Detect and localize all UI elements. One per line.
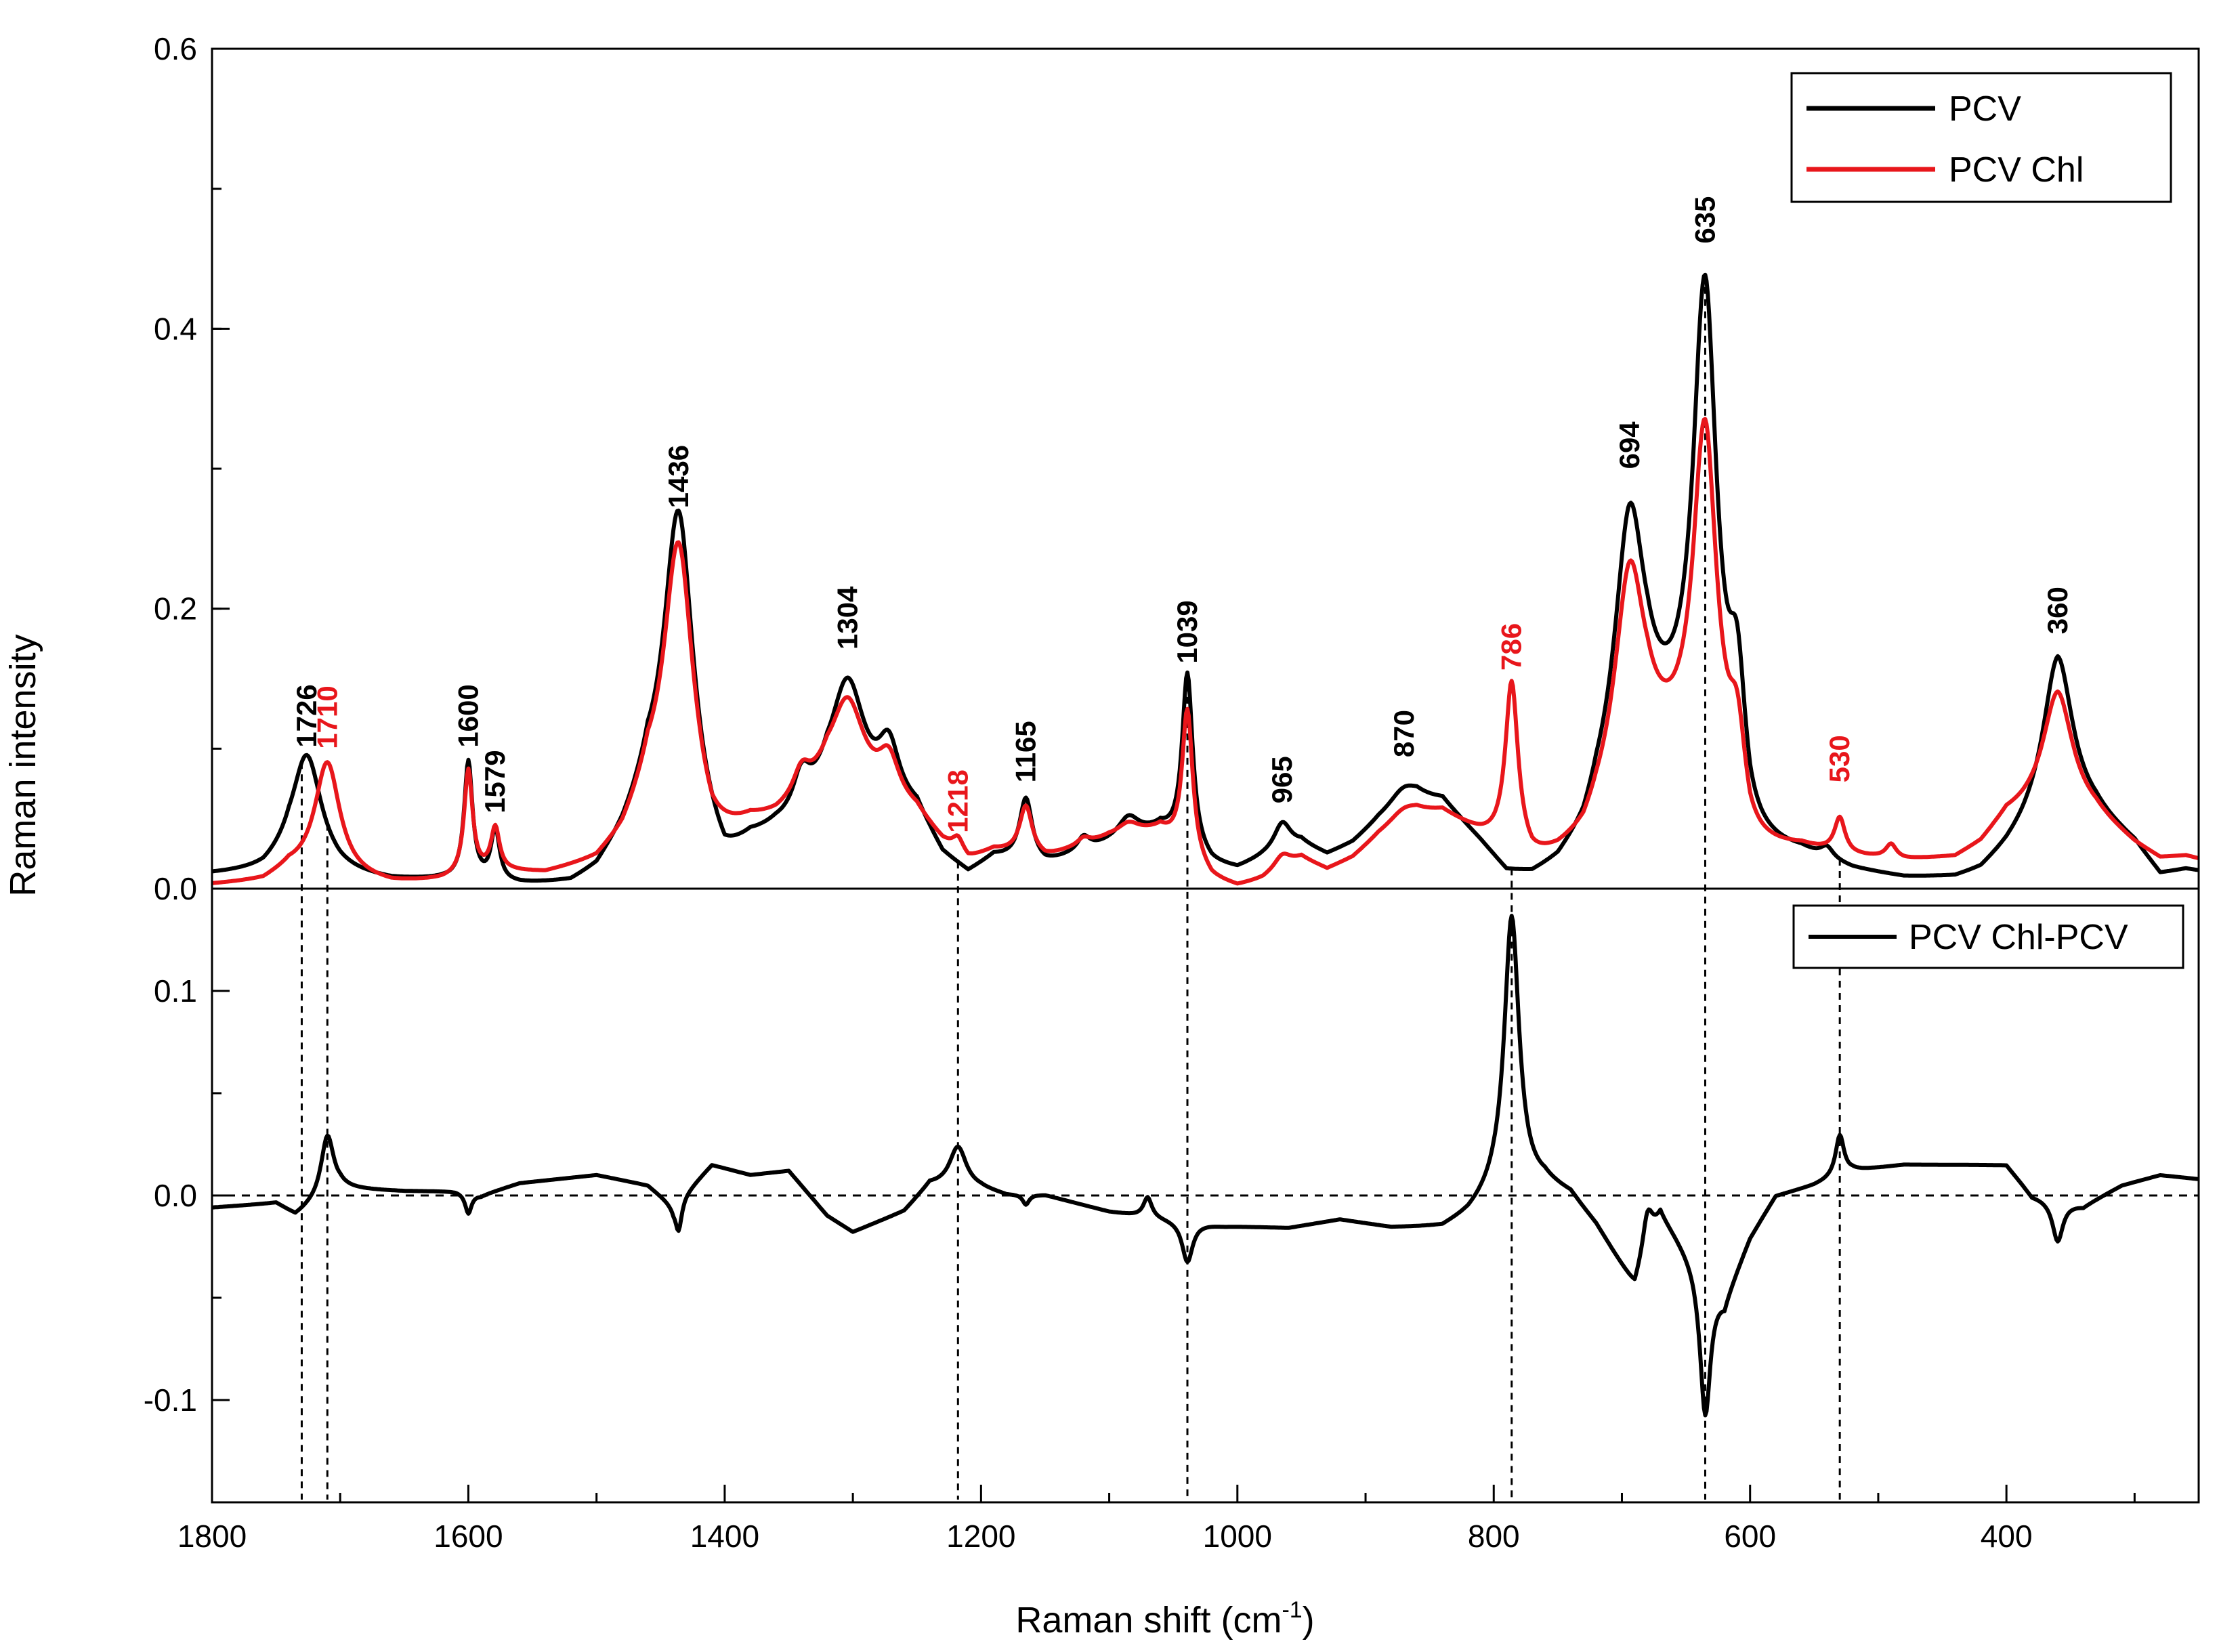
x-axis-title-end: ) (1303, 1600, 1315, 1640)
y-tick-label: 0.4 (154, 311, 197, 346)
legends: PCV PCV Chl PCV Chl-PCV (1790, 72, 2184, 969)
x-tick-label: 400 (1981, 1519, 2033, 1554)
reference-lines (212, 274, 2199, 1500)
legend-label-pcv: PCV (1949, 89, 2021, 129)
peak-label-1726: 1726 (291, 684, 322, 747)
y-tick-label: 0.2 (154, 591, 197, 627)
legend-label-pcv-chl: PCV Chl (1949, 150, 2084, 190)
x-tick-label: 800 (1468, 1519, 1520, 1554)
peak-label-786: 786 (1496, 623, 1527, 671)
plot-border (211, 47, 2200, 1504)
x-tick-label: 1000 (1203, 1519, 1272, 1554)
x-tick-label: 1200 (946, 1519, 1015, 1554)
y-tick-label: 0.0 (154, 871, 197, 906)
y-tick-label: 0.0 (154, 1178, 197, 1213)
series-pcv-chl (211, 417, 2200, 886)
x-axis-title: Raman shift (cm-1) (1015, 1597, 1314, 1640)
legend-box-upper (1790, 72, 2172, 203)
peak-label-1710: 1710 (311, 685, 343, 748)
y-tick-label: 0.1 (154, 973, 197, 1009)
x-tick-label: 1400 (690, 1519, 759, 1554)
peak-label-870: 870 (1388, 710, 1420, 757)
peak-label-1304: 1304 (832, 586, 864, 650)
legend-label-difference: PCV Chl-PCV (1909, 918, 2128, 957)
peak-label-965: 965 (1266, 756, 1298, 803)
axis-ticks: 1800 1600 1400 1200 1000 800 600 400 0.0 0.2 0.4 0.… (144, 31, 2136, 1554)
x-tick-label: 1800 (177, 1519, 247, 1554)
series-pcv (211, 272, 2200, 883)
series-pcv-chl-pcv (211, 914, 2200, 1418)
peak-label-530: 530 (1823, 735, 1855, 782)
peak-label-694: 694 (1613, 421, 1645, 469)
plot-frame (211, 47, 2200, 1504)
peak-label-1579: 1579 (479, 750, 511, 813)
x-axis-title-sup: -1 (1282, 1597, 1302, 1623)
y-tick-label: -0.1 (144, 1382, 197, 1418)
peak-label-1165: 1165 (1010, 721, 1042, 782)
x-tick-label: 600 (1724, 1519, 1776, 1554)
y-tick-label: 0.6 (154, 31, 197, 66)
peak-label-635: 635 (1689, 196, 1720, 244)
x-axis-title-main: Raman shift (cm (1015, 1600, 1282, 1640)
peak-label-1218: 1218 (942, 769, 973, 832)
peak-label-1600: 1600 (452, 684, 484, 747)
peak-label-360: 360 (2042, 587, 2073, 634)
series-layer (211, 272, 2200, 1418)
x-tick-label: 1600 (434, 1519, 503, 1554)
peak-label-1039: 1039 (1171, 600, 1203, 663)
peak-label-1436: 1436 (662, 445, 694, 508)
y-axis-title: Raman intensity (3, 634, 43, 896)
